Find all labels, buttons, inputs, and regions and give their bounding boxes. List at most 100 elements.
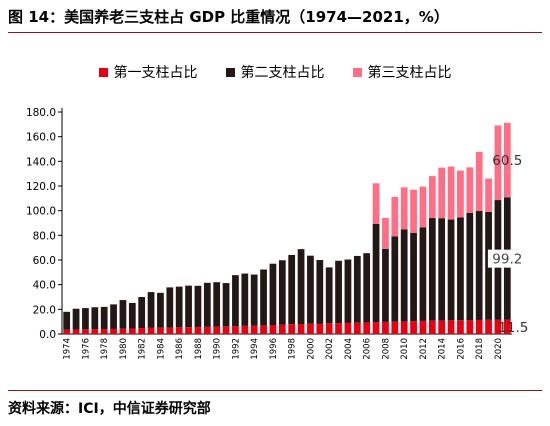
- bar-2011-series-3: [410, 189, 417, 233]
- x-tick-label: 1998: [288, 338, 298, 360]
- x-tick-label: 2000: [306, 338, 316, 360]
- y-tick-label: 40.0: [33, 280, 56, 292]
- bar-1990-series-2: [213, 282, 221, 327]
- x-tick-label: 1992: [231, 338, 241, 360]
- bar-2018-series-2: [475, 211, 483, 320]
- legend-swatch-pillar-1: [98, 67, 108, 77]
- bar-1986-series-1: [175, 327, 183, 334]
- y-tick-label: 160.0: [26, 132, 56, 144]
- bar-2021-series-1: [503, 319, 511, 334]
- bar-2019-series-1: [485, 319, 492, 334]
- bar-2015-series-1: [447, 320, 455, 334]
- bar-2008-series-1: [382, 321, 389, 334]
- y-tick-label: 140.0: [26, 156, 56, 168]
- bar-2014-series-2: [438, 218, 446, 321]
- bar-1984-series-1: [157, 327, 164, 334]
- bar-1981-series-2: [128, 302, 136, 329]
- bar-2007-series-3: [372, 183, 380, 224]
- bar-2009-series-1: [391, 321, 399, 334]
- y-tick-label: 100.0: [26, 206, 56, 218]
- bar-1982-series-2: [138, 297, 146, 329]
- bar-1999-series-1: [297, 324, 305, 334]
- bar-2002-series-2: [325, 267, 333, 324]
- bar-1992-series-2: [232, 275, 239, 327]
- bar-1978-series-2: [100, 306, 108, 330]
- bar-1980-series-2: [119, 300, 127, 329]
- bar-1997-series-1: [278, 324, 286, 334]
- legend-label-pillar-1: 第一支柱占比: [113, 65, 198, 81]
- bar-2010-series-3: [400, 187, 408, 230]
- bar-1996-series-1: [269, 325, 277, 334]
- bar-2016-series-1: [457, 320, 464, 334]
- bar-1989-series-1: [203, 326, 211, 334]
- y-tick-label: 20.0: [33, 304, 56, 316]
- legend-swatch-pillar-3: [352, 67, 362, 77]
- bar-1974-series-1: [63, 329, 71, 334]
- x-tick-label: 1980: [119, 338, 129, 360]
- bar-1979-series-1: [110, 328, 117, 334]
- legend-label-pillar-3: 第三支柱占比: [367, 65, 452, 81]
- bar-2001-series-2: [316, 260, 324, 324]
- y-tick-label: 180.0: [26, 107, 56, 119]
- bar-2016-series-2: [457, 217, 464, 321]
- bar-1976-series-1: [82, 329, 89, 334]
- bar-1988-series-1: [194, 327, 202, 334]
- bar-2000-series-2: [307, 255, 314, 324]
- bar-2006-series-1: [363, 322, 371, 334]
- bar-2006-series-2: [363, 253, 371, 323]
- bar-2005-series-2: [353, 255, 361, 323]
- bar-1977-series-2: [91, 307, 99, 330]
- bar-2016-series-3: [457, 170, 464, 218]
- bar-2009-series-2: [391, 236, 399, 322]
- bar-1984-series-2: [157, 292, 164, 328]
- x-tick-label: 1984: [156, 338, 166, 360]
- x-tick-label: 1994: [250, 338, 260, 360]
- x-tick-label: 2006: [363, 338, 373, 360]
- x-tick-label: 1988: [194, 338, 204, 360]
- source-divider: [8, 390, 542, 391]
- bar-2018-series-1: [475, 319, 483, 334]
- bar-1978-series-1: [100, 329, 108, 334]
- bar-2017-series-2: [466, 213, 474, 321]
- x-tick-label: 1996: [269, 338, 279, 360]
- bar-2000-series-1: [307, 323, 314, 334]
- bar-2005-series-1: [353, 322, 361, 334]
- bar-2002-series-1: [325, 323, 333, 334]
- x-tick-label: 1978: [100, 338, 110, 360]
- legend-label-pillar-2: 第二支柱占比: [240, 65, 325, 81]
- bar-2007-series-1: [372, 322, 380, 334]
- bar-1986-series-2: [175, 286, 183, 328]
- title-divider: [8, 32, 542, 33]
- data-label-2021-series-3: 60.5: [492, 153, 522, 169]
- bar-1977-series-1: [91, 329, 99, 334]
- bar-2013-series-1: [428, 320, 436, 334]
- bar-1994-series-2: [250, 274, 258, 326]
- bar-2013-series-3: [428, 176, 436, 219]
- bar-1998-series-1: [288, 324, 296, 334]
- x-tick-label: 1990: [213, 338, 223, 360]
- bar-1982-series-1: [138, 328, 146, 334]
- y-tick-label: 120.0: [26, 181, 56, 193]
- bar-2011-series-2: [410, 232, 417, 322]
- bar-2013-series-2: [428, 218, 436, 321]
- bar-1993-series-2: [241, 273, 249, 326]
- x-tick-label: 2004: [344, 338, 354, 360]
- legend-item-pillar-2: 第二支柱占比: [225, 62, 325, 82]
- bar-2019-series-3: [485, 178, 492, 212]
- bar-1981-series-1: [128, 328, 136, 334]
- bar-1989-series-2: [203, 282, 211, 327]
- bar-2021-series-3: [503, 122, 511, 198]
- legend-swatch-pillar-2: [225, 67, 235, 77]
- x-tick-label: 2010: [400, 338, 410, 360]
- bar-1987-series-2: [185, 285, 192, 328]
- bar-1990-series-1: [213, 326, 221, 334]
- bar-1998-series-2: [288, 254, 296, 325]
- bar-1991-series-1: [222, 326, 230, 334]
- x-tick-label: 2012: [419, 338, 429, 360]
- bar-2012-series-2: [419, 227, 427, 321]
- bar-2003-series-1: [335, 323, 342, 334]
- bar-1976-series-2: [82, 308, 89, 330]
- bar-1979-series-2: [110, 304, 117, 329]
- bar-2004-series-2: [344, 259, 352, 323]
